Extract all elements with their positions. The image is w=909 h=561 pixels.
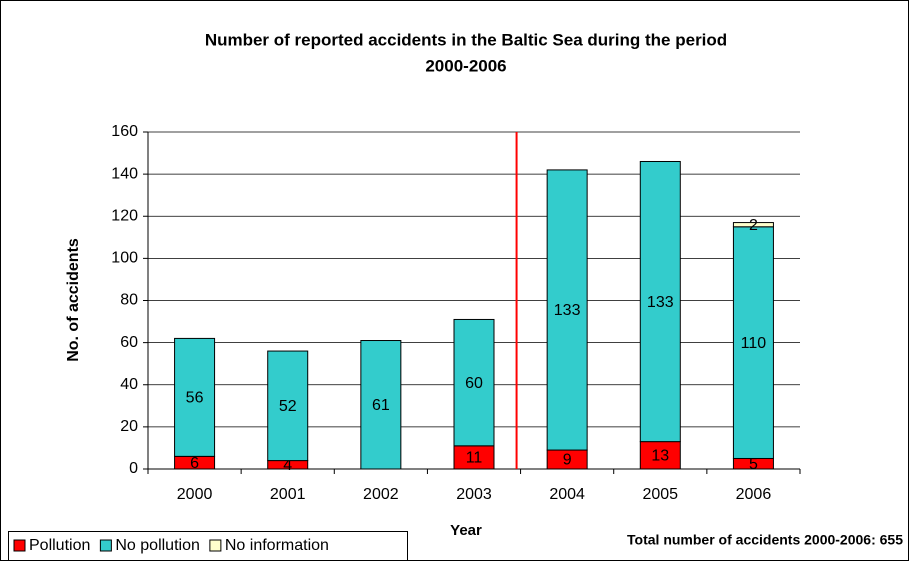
- y-tick-label: 40: [120, 376, 138, 393]
- y-tick-label: 140: [111, 165, 138, 182]
- data-label: 110: [741, 335, 767, 352]
- data-label: 56: [186, 390, 204, 407]
- data-label: 13: [651, 448, 669, 465]
- y-tick-label: 120: [111, 207, 138, 224]
- legend-swatch: [99, 539, 112, 552]
- x-tick-label: 2000: [177, 486, 213, 503]
- chart-title: Number of reported accidents in the Balt…: [205, 30, 727, 49]
- legend: [8, 531, 408, 561]
- data-label: 133: [647, 294, 674, 311]
- data-label: 5: [749, 456, 758, 473]
- x-tick-label: 2004: [549, 486, 585, 503]
- y-tick-label: 60: [120, 334, 138, 351]
- annotation: Total number of accidents 2000-2006: 655: [627, 532, 903, 548]
- bar-segment: [453, 318, 495, 447]
- bar-segment: [360, 340, 402, 470]
- bar-segment: [546, 169, 588, 451]
- data-label: 4: [283, 457, 292, 474]
- legend-label: No pollution: [115, 537, 200, 554]
- y-tick-label: 100: [111, 250, 138, 267]
- data-label: 11: [466, 450, 483, 467]
- x-tick-label: 2001: [270, 486, 306, 503]
- y-tick-label: 20: [120, 418, 138, 435]
- bar-segment: [174, 337, 216, 457]
- data-label: 6: [190, 455, 199, 472]
- x-tick-label: 2002: [363, 486, 399, 503]
- data-label: 60: [465, 375, 483, 392]
- legend-label: No information: [225, 537, 329, 554]
- y-axis-label: No. of accidents: [65, 238, 82, 362]
- data-label: 61: [372, 397, 390, 414]
- data-label: 133: [554, 302, 581, 319]
- legend-swatch: [209, 539, 222, 552]
- chart-title: 2000-2006: [425, 56, 506, 75]
- x-tick-label: 2005: [642, 486, 678, 503]
- bar-segment: [732, 222, 774, 228]
- data-label: 2: [749, 217, 758, 234]
- bar-segment: [267, 350, 309, 462]
- data-label: 9: [563, 452, 572, 469]
- y-tick-label: 160: [111, 123, 138, 140]
- bar-segment: [639, 160, 681, 443]
- bar-segment: [732, 226, 774, 459]
- y-tick-label: 0: [129, 460, 138, 477]
- x-tick-label: 2003: [456, 486, 492, 503]
- x-axis-label: Year: [450, 522, 482, 539]
- x-tick-label: 2006: [736, 486, 772, 503]
- data-label: 52: [279, 398, 297, 415]
- y-tick-label: 80: [120, 292, 138, 309]
- legend-swatch: [13, 539, 26, 552]
- legend-label: Pollution: [29, 537, 90, 554]
